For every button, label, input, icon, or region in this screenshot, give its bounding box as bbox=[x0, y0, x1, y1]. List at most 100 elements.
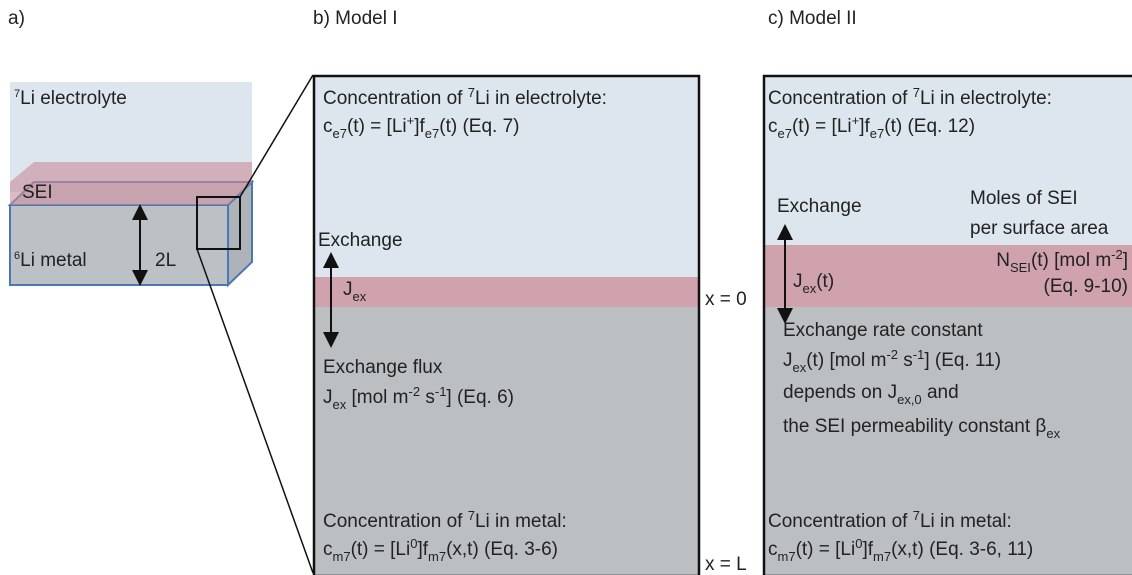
text-fragment: Li in electrolyte: bbox=[920, 88, 1052, 109]
text-fragment: (x,t) (Eq. 3-6, 11) bbox=[891, 539, 1033, 560]
text-fragment: (t) (Eq. 12) bbox=[884, 116, 975, 137]
text-fragment: Concentration of bbox=[768, 88, 913, 109]
text-fragment: 7 bbox=[913, 508, 920, 523]
text-fragment: ]f bbox=[859, 116, 870, 137]
formula: cm7(t) = [Li0]fm7(x,t) (Eq. 3-6) bbox=[323, 536, 558, 564]
text-fragment: ex,0 bbox=[897, 392, 922, 407]
text-fragment: m7 bbox=[873, 549, 891, 564]
text-fragment: (t) = [Li bbox=[351, 539, 411, 560]
text-fragment: e7 bbox=[870, 126, 884, 141]
label: depends on Jex,0 and bbox=[783, 382, 959, 407]
formula: Jex(t) [mol m-2 s-1] (Eq. 11) bbox=[783, 347, 1001, 375]
text-fragment: e7 bbox=[425, 126, 439, 141]
text-fragment: J bbox=[793, 271, 803, 292]
text-fragment: SEI bbox=[1010, 260, 1031, 275]
label: Exchange rate constant bbox=[783, 320, 983, 341]
formula: Jex [mol m-2 s-1] (Eq. 6) bbox=[323, 384, 514, 412]
text-fragment: and bbox=[922, 382, 959, 403]
heading: Concentration of 7Li in electrolyte: bbox=[323, 85, 607, 109]
zoom-line bbox=[196, 248, 314, 574]
metal-region bbox=[314, 307, 699, 575]
text-fragment: ex bbox=[1046, 426, 1060, 441]
text-fragment: Li metal bbox=[20, 250, 87, 271]
text-fragment: Concentration of bbox=[768, 511, 913, 532]
electrolyte-region bbox=[314, 76, 699, 277]
region-label: SEI bbox=[22, 182, 53, 203]
heading: Concentration of 7Li in metal: bbox=[768, 508, 1012, 532]
text-fragment: (t) = [Li bbox=[796, 539, 856, 560]
text-fragment: e7 bbox=[333, 126, 347, 141]
panel-label: b) Model I bbox=[313, 8, 397, 29]
text-fragment: Li in electrolyte: bbox=[475, 88, 607, 109]
text-fragment: (t) [mol m bbox=[806, 350, 886, 371]
text-fragment: (t) = [Li bbox=[792, 116, 852, 137]
text-fragment: N bbox=[996, 250, 1010, 271]
text-fragment: -2 bbox=[1111, 247, 1123, 262]
zoom-box bbox=[196, 196, 241, 250]
panel-label: a) bbox=[8, 8, 25, 29]
heading: Concentration of 7Li in electrolyte: bbox=[768, 85, 1052, 109]
text-fragment: c bbox=[768, 539, 778, 560]
text-fragment: m7 bbox=[428, 549, 446, 564]
text-fragment: s bbox=[898, 350, 913, 371]
text-fragment: J bbox=[343, 279, 353, 300]
metal-region bbox=[764, 307, 1132, 575]
text-fragment: c bbox=[768, 116, 778, 137]
text-fragment: ] (Eq. 6) bbox=[446, 387, 514, 408]
formula: ce7(t) = [Li+]fe7(t) (Eq. 12) bbox=[768, 113, 975, 141]
text-fragment: + bbox=[852, 113, 860, 128]
text-fragment: ] (Eq. 11) bbox=[924, 350, 1001, 371]
zoom-line bbox=[239, 74, 314, 198]
text-fragment: c bbox=[323, 539, 333, 560]
text-fragment: J bbox=[783, 350, 793, 371]
text-fragment: ex bbox=[333, 397, 347, 412]
position-label: x = 0 bbox=[705, 289, 747, 310]
flux-symbol: Jex bbox=[343, 279, 367, 304]
sei-layer bbox=[314, 277, 699, 307]
text-fragment: Concentration of bbox=[323, 511, 468, 532]
text-fragment: ] bbox=[1123, 250, 1128, 271]
text-fragment: 7 bbox=[14, 88, 20, 100]
label: the SEI permeability constant βex bbox=[783, 416, 1061, 441]
text-fragment: ex bbox=[353, 289, 367, 304]
region-label: 6Li metal bbox=[14, 250, 87, 271]
panel-frame bbox=[312, 74, 701, 575]
text-fragment: (t) [mol m bbox=[1031, 250, 1111, 271]
text-fragment: 7 bbox=[468, 508, 475, 523]
sei-layer bbox=[764, 245, 1132, 307]
text-fragment: 7 bbox=[468, 85, 475, 100]
text-fragment: -1 bbox=[913, 347, 925, 362]
region-label: 7Li electrolyte bbox=[14, 88, 127, 109]
text-fragment: ex bbox=[803, 281, 817, 296]
text-fragment: Li in metal: bbox=[920, 511, 1012, 532]
heading: Concentration of 7Li in metal: bbox=[323, 508, 567, 532]
label: per surface area bbox=[970, 218, 1109, 239]
text-fragment: [mol m bbox=[346, 387, 408, 408]
position-label: x = L bbox=[705, 554, 747, 575]
text-fragment: depends on J bbox=[783, 382, 897, 403]
text-fragment: s bbox=[420, 387, 435, 408]
text-fragment: J bbox=[323, 387, 333, 408]
text-fragment: the SEI permeability constant β bbox=[783, 416, 1046, 437]
text-fragment: (t) bbox=[816, 271, 834, 292]
text-fragment: -2 bbox=[409, 384, 421, 399]
formula: NSEI(t) [mol m-2] bbox=[996, 247, 1128, 275]
text-fragment: (t) = [Li bbox=[347, 116, 407, 137]
text-fragment: ex bbox=[793, 360, 807, 375]
label: Exchange bbox=[318, 230, 403, 251]
panel-label: c) Model II bbox=[768, 8, 857, 29]
text-fragment: -1 bbox=[435, 384, 447, 399]
label: Exchange flux bbox=[323, 357, 443, 378]
sei-layer bbox=[10, 162, 252, 205]
panel-frame bbox=[762, 74, 1132, 575]
text-fragment: 7 bbox=[913, 85, 920, 100]
metal-front bbox=[9, 204, 229, 286]
text-fragment: (t) (Eq. 7) bbox=[439, 116, 519, 137]
label: Exchange bbox=[777, 196, 862, 217]
text-fragment: m7 bbox=[778, 549, 796, 564]
text-fragment: Concentration of bbox=[323, 88, 468, 109]
text-fragment: c bbox=[323, 116, 333, 137]
text-fragment: 6 bbox=[14, 250, 20, 262]
flux-symbol: Jex(t) bbox=[793, 271, 834, 296]
formula: ce7(t) = [Li+]fe7(t) (Eq. 7) bbox=[323, 113, 519, 141]
